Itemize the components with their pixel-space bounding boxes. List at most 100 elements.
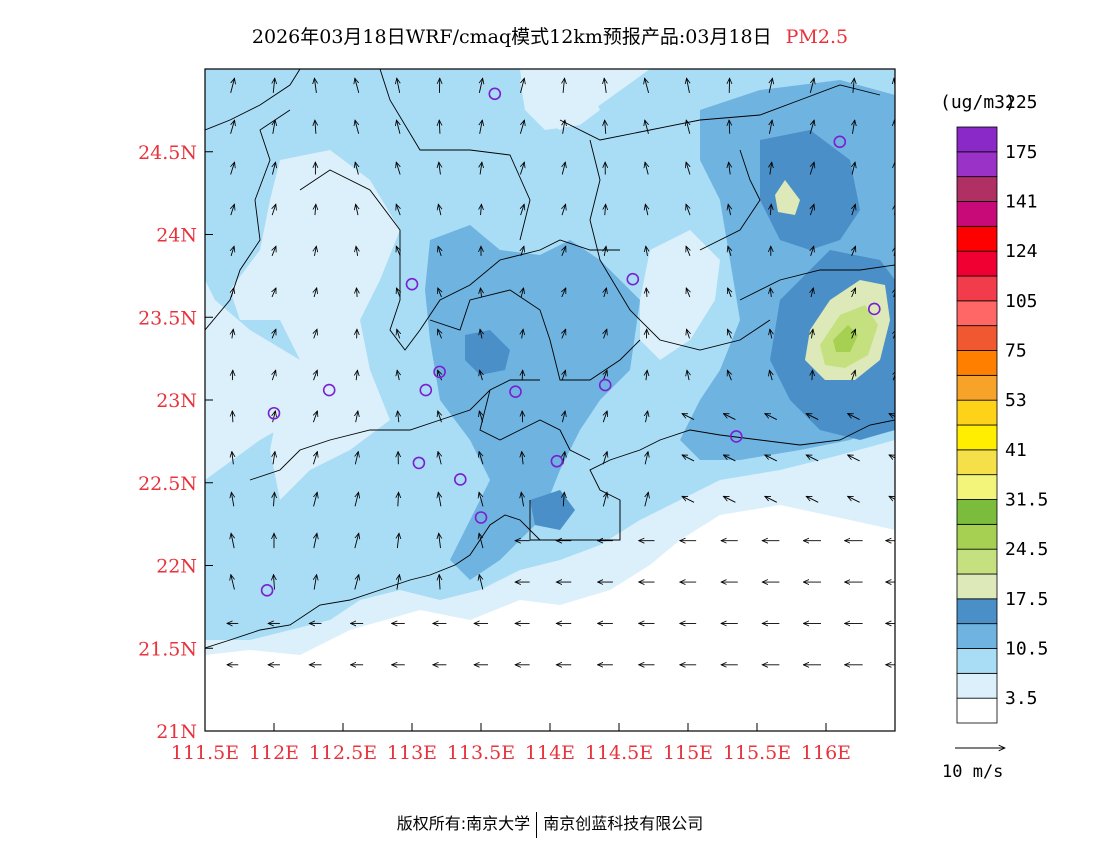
wind-arrow xyxy=(479,411,482,423)
wind-arrow xyxy=(520,78,524,94)
wind-arrow xyxy=(686,246,690,257)
wind-arrow xyxy=(396,204,400,216)
lon-label: 113.5E xyxy=(447,742,515,764)
legend-label: 10.5 xyxy=(1005,639,1048,660)
hk-boundary xyxy=(529,500,621,541)
county-boundary-1 xyxy=(299,169,620,351)
wind-arrow xyxy=(355,162,358,175)
wind-arrow xyxy=(562,162,565,175)
wind-arrow xyxy=(231,288,233,298)
wind-arrow xyxy=(481,204,482,216)
wind-arrow xyxy=(273,492,274,507)
wind-arrow xyxy=(604,329,607,339)
wind-arrow xyxy=(770,329,772,339)
wind-arrow xyxy=(645,120,649,134)
copyright-footer: 版权所有:南京大学 南京创蓝科技有限公司 xyxy=(0,810,1100,838)
wind-arrow xyxy=(563,120,565,134)
wind-arrow xyxy=(438,452,441,465)
wind-arrow xyxy=(811,329,813,339)
wind-arrow xyxy=(852,204,856,216)
wind-arrow xyxy=(769,78,772,93)
legend-swatch xyxy=(956,672,998,699)
wind-arrow xyxy=(479,575,483,590)
wind-arrow xyxy=(438,204,440,216)
wind-arrow xyxy=(231,533,234,549)
wind-arrow xyxy=(562,370,565,381)
wind-arrow xyxy=(848,496,860,503)
legend-swatch xyxy=(956,499,998,525)
wind-arrow xyxy=(232,329,233,339)
wind-arrow xyxy=(563,492,564,507)
wind-arrow xyxy=(852,370,855,381)
wind-arrow xyxy=(521,246,524,257)
wind-arrow xyxy=(522,329,523,339)
station-marker xyxy=(488,87,502,101)
station-marker xyxy=(267,406,281,420)
wind-arrow xyxy=(273,120,275,134)
legend-labels: 3.5 10.5 17.5 24.5 31.5 41 53 75 105 124 141 175 225 xyxy=(1005,92,1048,709)
wind-arrow xyxy=(522,452,523,465)
legend-swatch xyxy=(956,573,998,600)
station-marker xyxy=(260,584,274,597)
wind-arrow xyxy=(274,575,275,590)
wind-arrow xyxy=(853,78,854,93)
wind-arrow xyxy=(686,162,690,175)
wind-arrow xyxy=(231,575,235,590)
band-31-5-north xyxy=(775,180,800,215)
wind-arrow xyxy=(519,120,524,134)
station-marker xyxy=(474,511,488,524)
lat-label: 22.5N xyxy=(138,473,197,495)
lon-label: 115.5E xyxy=(723,742,791,764)
legend-swatch xyxy=(956,350,998,376)
wind-arrow xyxy=(889,496,895,502)
wind-arrow xyxy=(687,78,690,93)
wind-arrow xyxy=(848,414,860,420)
legend-label: 175 xyxy=(1005,142,1038,163)
legend-swatch xyxy=(956,325,998,351)
wind-arrow xyxy=(438,288,442,298)
wind-arrow xyxy=(356,288,357,297)
wind-arrow xyxy=(438,370,442,381)
legend-label: 41 xyxy=(1005,440,1027,461)
station-marker xyxy=(729,430,743,443)
county-boundary-6 xyxy=(249,379,540,481)
province-boundary-1 xyxy=(205,69,301,131)
legend-swatch xyxy=(956,474,998,500)
wind-arrow xyxy=(645,452,648,465)
wind-arrow xyxy=(809,78,814,94)
wind-arrow xyxy=(770,288,771,297)
wind-arrow xyxy=(562,329,566,339)
wind-arrow xyxy=(231,162,235,175)
lon-label: 114E xyxy=(525,742,575,764)
wind-arrow xyxy=(521,204,525,216)
wind-arrow xyxy=(396,120,400,134)
legend-swatch xyxy=(956,374,998,401)
wind-arrow xyxy=(765,414,778,420)
wind-arrow xyxy=(645,204,648,216)
legend-swatch xyxy=(956,399,998,426)
wind-arrow xyxy=(397,370,399,381)
legend-swatch xyxy=(956,623,998,649)
legend-swatch xyxy=(956,697,998,724)
wind-arrow xyxy=(273,411,276,423)
footer-right: 南京创蓝科技有限公司 xyxy=(543,814,704,833)
concentration-field xyxy=(205,69,895,731)
wind-arrow xyxy=(723,455,736,462)
wind-arrow xyxy=(272,288,276,298)
wind-arrow xyxy=(686,120,689,134)
station-marker xyxy=(626,272,640,286)
wind-arrow xyxy=(729,120,730,134)
wind-scale-label: 10 m/s xyxy=(942,762,1004,782)
wind-arrow xyxy=(604,78,606,93)
footer-separator xyxy=(536,811,538,838)
lat-label: 24N xyxy=(156,225,197,247)
wind-arrow xyxy=(645,492,649,507)
wind-arrow xyxy=(480,288,481,298)
station-marker xyxy=(412,456,426,470)
wind-arrow xyxy=(727,370,731,381)
legend-swatch xyxy=(956,250,998,277)
wind-arrow xyxy=(646,370,647,381)
wind-arrow xyxy=(562,411,565,423)
wind-arrow xyxy=(687,370,689,381)
wind-arrow xyxy=(604,288,607,298)
